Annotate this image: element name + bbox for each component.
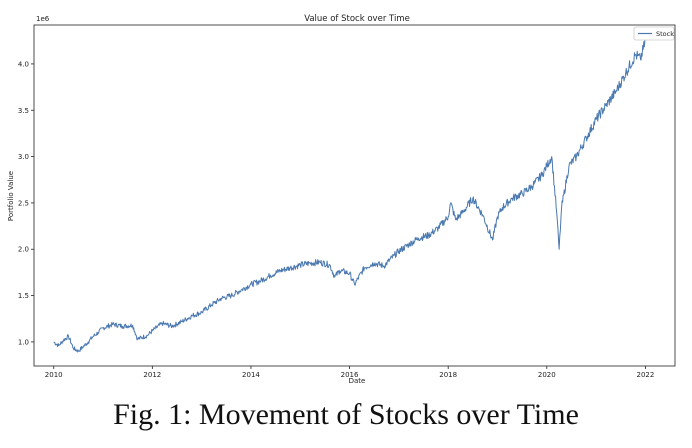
y-scale-label: 1e6 <box>36 15 50 23</box>
x-tick-label: 2020 <box>538 371 556 379</box>
y-axis-ticks: 1.0 1.5 2.0 2.5 3.0 3.5 4.0 <box>18 60 34 346</box>
x-tick-label: 2018 <box>439 371 457 379</box>
stock-chart: Value of Stock over Time 1e6 2010 2012 201… <box>7 14 676 385</box>
y-tick-label: 2.5 <box>18 199 29 207</box>
chart-title: Value of Stock over Time <box>304 14 410 24</box>
y-tick-label: 4.0 <box>18 60 29 68</box>
y-axis-label: Portfolio Value <box>7 171 15 221</box>
y-tick-label: 3.5 <box>18 107 29 115</box>
x-tick-label: 2014 <box>242 371 260 379</box>
x-tick-label: 2010 <box>45 371 63 379</box>
y-tick-label: 2.0 <box>18 246 29 254</box>
y-tick-label: 1.0 <box>18 338 29 346</box>
y-tick-label: 3.0 <box>18 153 29 161</box>
figure-caption: Fig. 1: Movement of Stocks over Time <box>113 398 579 431</box>
series-line-stock <box>53 39 646 353</box>
plot-area <box>33 24 676 367</box>
legend-label-stock: Stock <box>656 30 674 38</box>
x-axis-label: Date <box>349 377 366 385</box>
legend: Stock <box>633 26 675 41</box>
x-tick-label: 2012 <box>143 371 161 379</box>
x-tick-label: 2022 <box>637 371 655 379</box>
y-tick-label: 1.5 <box>18 292 29 300</box>
x-axis-ticks: 2010 2012 2014 2016 2018 2020 2022 <box>45 366 655 379</box>
legend-box <box>633 26 675 41</box>
x-tick-label: 2016 <box>341 371 359 379</box>
series-layer <box>53 39 646 353</box>
